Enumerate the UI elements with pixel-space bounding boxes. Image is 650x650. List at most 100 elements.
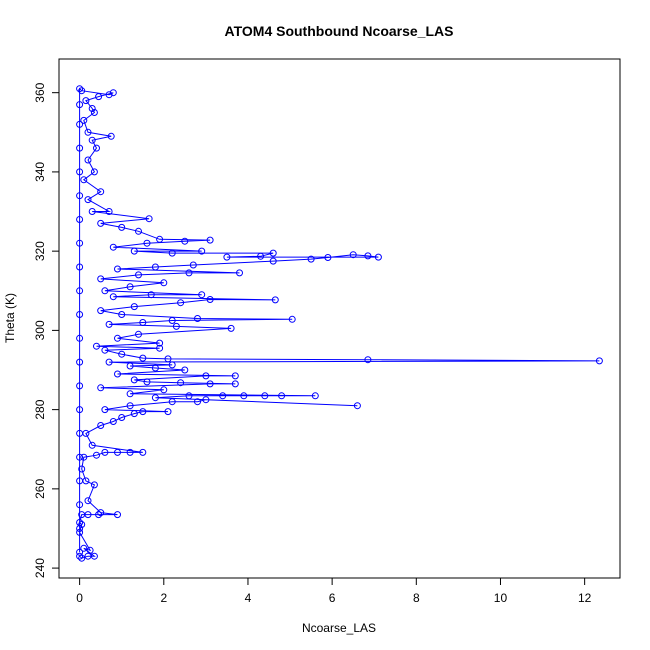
data-point — [261, 392, 269, 400]
data-point — [82, 97, 90, 105]
y-tick-label: 340 — [33, 162, 47, 182]
data-point — [114, 448, 121, 456]
data-point — [97, 384, 105, 392]
y-tick-label: 320 — [33, 241, 47, 261]
data-point — [324, 254, 332, 261]
data-point — [84, 196, 92, 204]
data-point — [189, 261, 197, 269]
data-point — [76, 406, 84, 414]
data-point — [168, 317, 176, 324]
data-point — [90, 168, 98, 176]
data-point — [160, 386, 168, 394]
y-tick-label: 240 — [33, 558, 47, 578]
data-point — [80, 116, 88, 124]
data-point — [90, 552, 98, 560]
data-point — [139, 448, 147, 456]
data-point — [269, 257, 277, 265]
data-point — [84, 497, 92, 505]
data-point — [76, 548, 84, 556]
data-point — [139, 408, 147, 416]
x-tick-label: 8 — [413, 591, 420, 605]
data-point — [78, 521, 86, 528]
data-point — [135, 227, 142, 235]
data-point — [76, 192, 84, 200]
data-point — [126, 283, 134, 291]
data-point — [126, 402, 134, 410]
data-point — [219, 392, 227, 400]
data-point — [164, 355, 172, 363]
x-tick-label: 12 — [578, 591, 592, 605]
x-axis-label: Ncoarse_LAS — [302, 621, 376, 635]
data-point — [168, 249, 176, 257]
data-point — [135, 330, 142, 338]
data-point — [76, 358, 84, 366]
data-point — [80, 544, 88, 552]
data-point — [84, 156, 92, 164]
data-point — [151, 364, 159, 372]
data-point — [269, 249, 277, 257]
data-point — [80, 176, 88, 184]
data-point — [278, 392, 286, 400]
data-point — [307, 255, 315, 263]
data-point — [97, 422, 105, 429]
data-point — [126, 448, 134, 456]
data-point — [76, 263, 84, 271]
data-point — [76, 144, 84, 152]
data-point — [202, 396, 210, 404]
data-point — [76, 525, 84, 532]
data-point — [147, 291, 155, 299]
data-point — [97, 188, 105, 196]
data-point — [257, 252, 265, 260]
data-point — [76, 85, 84, 93]
data-point — [107, 132, 115, 140]
data-point — [198, 291, 206, 299]
data-point — [88, 105, 96, 112]
data-point — [76, 528, 84, 536]
data-point — [311, 392, 319, 400]
data-point — [181, 366, 189, 374]
data-point — [93, 144, 100, 152]
data-point — [198, 247, 206, 255]
data-point — [143, 378, 151, 386]
data-point — [76, 501, 84, 509]
data-point — [95, 93, 103, 101]
data-point — [105, 358, 113, 366]
data-point — [76, 120, 84, 128]
data-point — [118, 414, 126, 421]
data-point — [288, 315, 296, 323]
data-point — [364, 356, 372, 364]
data-point — [109, 293, 117, 301]
data-point — [105, 91, 113, 99]
data-point — [143, 239, 151, 247]
data-point — [86, 546, 94, 554]
y-tick-label: 280 — [33, 399, 47, 419]
data-point — [156, 339, 164, 347]
data-point — [151, 263, 159, 271]
x-tick-label: 4 — [245, 591, 252, 605]
data-point — [97, 509, 105, 517]
data-point — [76, 101, 84, 109]
data-point — [595, 357, 603, 365]
data-point — [172, 322, 180, 330]
data-point — [114, 370, 121, 378]
data-point — [349, 251, 357, 259]
data-point — [90, 109, 98, 116]
data-point — [118, 223, 126, 231]
data-point — [271, 296, 279, 304]
data-point — [156, 344, 164, 352]
y-axis: 240 260 280 300 320 340 360 — [33, 82, 60, 578]
data-point — [76, 429, 84, 437]
x-tick-label: 6 — [329, 591, 336, 605]
data-point — [353, 402, 361, 410]
data-point — [185, 269, 193, 277]
data-point — [164, 408, 172, 416]
data-point — [240, 392, 248, 400]
data-point — [88, 441, 96, 449]
data-point — [202, 372, 210, 380]
data-point — [206, 236, 214, 244]
data-point — [126, 390, 134, 398]
data-point — [160, 279, 168, 287]
data-point — [114, 511, 121, 519]
y-axis-label: Theta (K) — [3, 293, 17, 343]
